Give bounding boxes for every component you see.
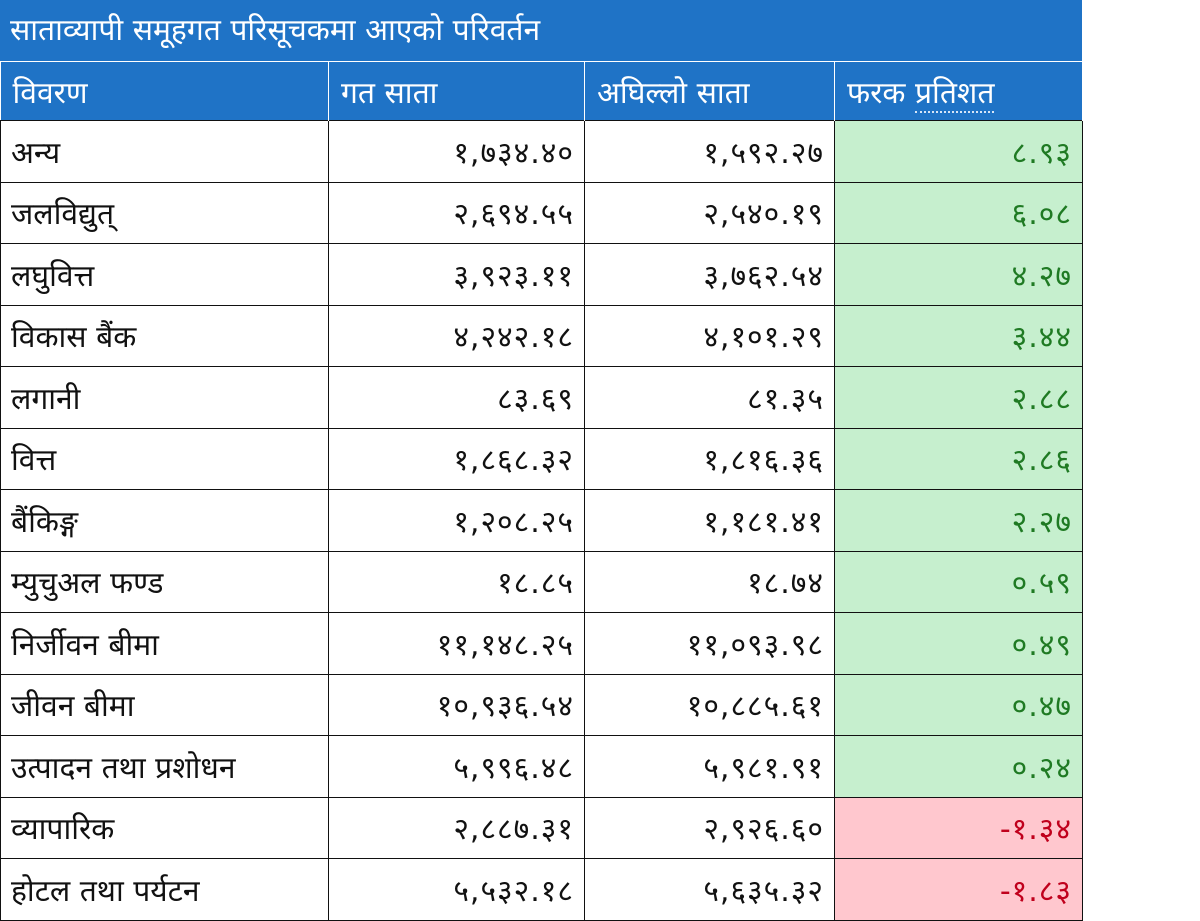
header-change-percent: फरक प्रतिशत xyxy=(834,62,1083,121)
header-change-label: फरक xyxy=(847,75,915,111)
change-percent-value: ०.५९ xyxy=(834,550,1083,613)
previous-week-value: ५,६३५.३२ xyxy=(584,858,835,921)
previous-week-value: २,५४०.१९ xyxy=(584,181,835,244)
table-row: अन्य १,७३४.४० १,५९२.२७ ८.९३ xyxy=(0,120,1083,183)
header-row: विवरण गत साता अघिल्लो साता फरक प्रतिशत xyxy=(0,62,1083,121)
table-title: साताव्यापी समूहगत परिसूचकमा आएको परिवर्त… xyxy=(0,0,1082,62)
last-week-value: १०,९३६.५४ xyxy=(328,673,585,736)
table-row: लगानी ८३.६९ ८१.३५ २.८८ xyxy=(0,366,1083,429)
previous-week-value: २,९२६.६० xyxy=(584,796,835,859)
change-percent-value: -१.३४ xyxy=(834,796,1083,859)
row-label: लघुवित्त xyxy=(0,243,329,306)
previous-week-value: १,५९२.२७ xyxy=(584,120,835,183)
change-percent-value: -१.८३ xyxy=(834,858,1083,921)
last-week-value: २,८८७.३१ xyxy=(328,796,585,859)
table-row: उत्पादन तथा प्रशोधन ५,९९६.४८ ५,९८१.९१ ०.२४ xyxy=(0,735,1083,798)
previous-week-value: १८.७४ xyxy=(584,550,835,613)
last-week-value: १८.८५ xyxy=(328,550,585,613)
change-percent-value: २.८६ xyxy=(834,427,1083,490)
row-label: व्यापारिक xyxy=(0,796,329,859)
change-percent-value: ८.९३ xyxy=(834,120,1083,183)
change-percent-value: २.२७ xyxy=(834,489,1083,552)
header-percent-label: प्रतिशत xyxy=(914,75,995,113)
previous-week-value: ८१.३५ xyxy=(584,366,835,429)
table-row: विकास बैंक ४,२४२.१८ ४,१०१.२९ ३.४४ xyxy=(0,304,1083,367)
last-week-value: २,६९४.५५ xyxy=(328,181,585,244)
table-row: बैंकिङ्ग १,२०८.२५ १,१८१.४१ २.२७ xyxy=(0,489,1083,552)
row-label: जलविद्युत् xyxy=(0,181,329,244)
row-label: अन्य xyxy=(0,120,329,183)
last-week-value: १,२०८.२५ xyxy=(328,489,585,552)
row-label: जीवन बीमा xyxy=(0,673,329,736)
change-percent-value: २.८८ xyxy=(834,366,1083,429)
row-label: बैंकिङ्ग xyxy=(0,489,329,552)
change-percent-value: ०.४९ xyxy=(834,612,1083,675)
row-label: होटल तथा पर्यटन xyxy=(0,858,329,921)
table-row: जीवन बीमा १०,९३६.५४ १०,८८५.६१ ०.४७ xyxy=(0,673,1083,736)
table-row: व्यापारिक २,८८७.३१ २,९२६.६० -१.३४ xyxy=(0,796,1083,859)
table-row: जलविद्युत् २,६९४.५५ २,५४०.१९ ६.०८ xyxy=(0,181,1083,244)
row-label: विकास बैंक xyxy=(0,304,329,367)
last-week-value: १,७३४.४० xyxy=(328,120,585,183)
last-week-value: ४,२४२.१८ xyxy=(328,304,585,367)
previous-week-value: १०,८८५.६१ xyxy=(584,673,835,736)
previous-week-value: १,८१६.३६ xyxy=(584,427,835,490)
table-row: वित्त १,८६८.३२ १,८१६.३६ २.८६ xyxy=(0,427,1083,490)
row-label: म्युचुअल फण्ड xyxy=(0,550,329,613)
last-week-value: ३,९२३.११ xyxy=(328,243,585,306)
header-description: विवरण xyxy=(0,62,329,121)
change-percent-value: ०.४७ xyxy=(834,673,1083,736)
previous-week-value: ३,७६२.५४ xyxy=(584,243,835,306)
table-row: लघुवित्त ३,९२३.११ ३,७६२.५४ ४.२७ xyxy=(0,243,1083,306)
table-body: अन्य १,७३४.४० १,५९२.२७ ८.९३ जलविद्युत् २,६९४.… xyxy=(0,120,1083,921)
last-week-value: ११,१४८.२५ xyxy=(328,612,585,675)
last-week-value: ५,९९६.४८ xyxy=(328,735,585,798)
row-label: निर्जीवन बीमा xyxy=(0,612,329,675)
row-label: वित्त xyxy=(0,427,329,490)
header-last-week: गत साता xyxy=(328,62,585,121)
table-row: म्युचुअल फण्ड १८.८५ १८.७४ ०.५९ xyxy=(0,550,1083,613)
row-label: उत्पादन तथा प्रशोधन xyxy=(0,735,329,798)
header-previous-week: अघिल्लो साता xyxy=(584,62,835,121)
previous-week-value: १,१८१.४१ xyxy=(584,489,835,552)
index-change-table: साताव्यापी समूहगत परिसूचकमा आएको परिवर्त… xyxy=(0,0,1083,921)
previous-week-value: ४,१०१.२९ xyxy=(584,304,835,367)
change-percent-value: ३.४४ xyxy=(834,304,1083,367)
last-week-value: ५,५३२.१८ xyxy=(328,858,585,921)
previous-week-value: ११,०९३.९८ xyxy=(584,612,835,675)
previous-week-value: ५,९८१.९१ xyxy=(584,735,835,798)
data-table: विवरण गत साता अघिल्लो साता फरक प्रतिशत अ… xyxy=(0,62,1083,921)
table-row: निर्जीवन बीमा ११,१४८.२५ ११,०९३.९८ ०.४९ xyxy=(0,612,1083,675)
last-week-value: ८३.६९ xyxy=(328,366,585,429)
table-row: होटल तथा पर्यटन ५,५३२.१८ ५,६३५.३२ -१.८३ xyxy=(0,858,1083,921)
change-percent-value: ६.०८ xyxy=(834,181,1083,244)
change-percent-value: ४.२७ xyxy=(834,243,1083,306)
change-percent-value: ०.२४ xyxy=(834,735,1083,798)
last-week-value: १,८६८.३२ xyxy=(328,427,585,490)
row-label: लगानी xyxy=(0,366,329,429)
